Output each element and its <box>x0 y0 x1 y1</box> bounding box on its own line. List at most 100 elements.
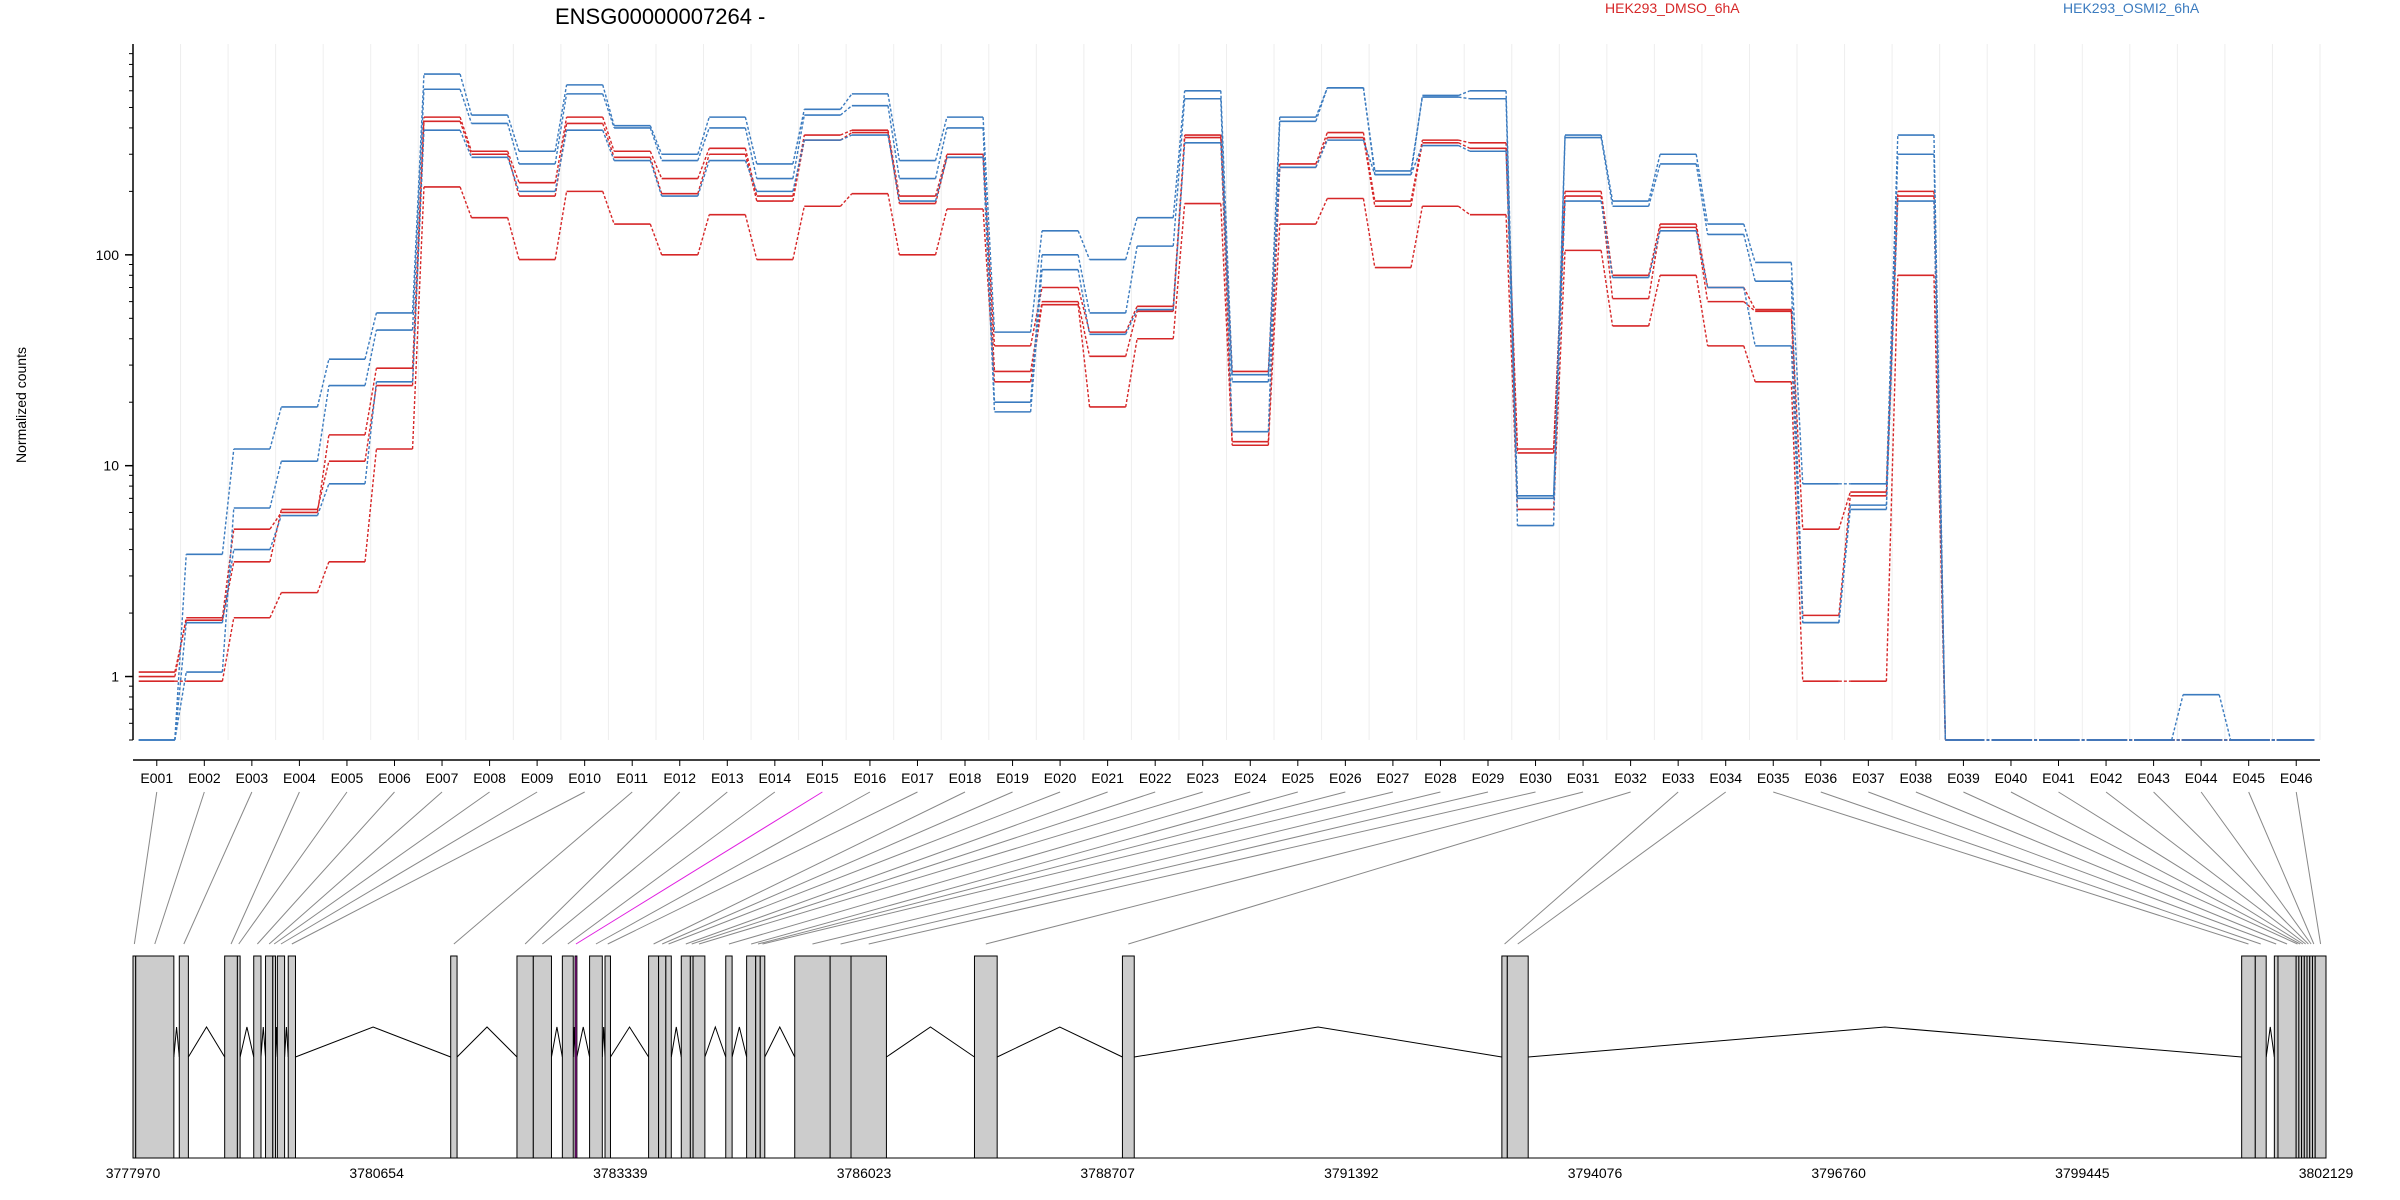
series-transition <box>1410 206 1424 268</box>
series-transition <box>792 206 805 260</box>
series-transition <box>934 208 948 256</box>
exon-box <box>973 955 998 1159</box>
exon-connector <box>1128 791 1631 945</box>
exon-connector <box>1517 791 1727 945</box>
exon-box <box>516 955 534 1159</box>
series-transition <box>554 93 568 165</box>
series-transition <box>506 151 520 183</box>
series-transition <box>1838 495 1851 616</box>
x-tick-label: E002 <box>188 770 221 786</box>
series-transition <box>1077 269 1091 335</box>
y-tick-label: 1 <box>111 669 119 685</box>
series-transition <box>1505 90 1519 499</box>
series-transition <box>1648 230 1661 278</box>
exon-box <box>224 955 238 1159</box>
series-transition <box>1458 139 1471 144</box>
exon-box <box>759 955 766 1159</box>
series-transition <box>1029 269 1043 412</box>
intron-line <box>456 1026 518 1058</box>
x-tick-label: E044 <box>2185 770 2218 786</box>
exon-connector <box>542 791 728 945</box>
exon-box <box>1501 955 1508 1159</box>
axis-ticks: 1 10 100 E001 E002 E003 E004 E005 E006 E007 E008 E0… <box>96 53 2313 786</box>
series-transition <box>649 223 663 256</box>
series-transition <box>1743 345 1756 382</box>
series-transition <box>411 130 425 382</box>
series-transition <box>221 617 235 682</box>
series-transition <box>269 515 282 550</box>
series-transition <box>1410 145 1424 175</box>
intron-line <box>996 1026 1123 1058</box>
x-tick-label: E032 <box>1614 770 1647 786</box>
series-transition <box>554 130 568 192</box>
series-transition <box>934 116 948 161</box>
exon-box <box>2314 955 2327 1159</box>
series-transition <box>1458 205 1471 216</box>
series-transition <box>839 193 853 207</box>
x-tick-label: E040 <box>1995 770 2028 786</box>
series-transition <box>411 186 425 450</box>
x-tick-label: E035 <box>1757 770 1790 786</box>
x-tick-label: E046 <box>2280 770 2313 786</box>
series-transition <box>840 105 853 116</box>
series-transition <box>316 461 330 510</box>
exon-connector <box>291 791 585 945</box>
series-transition <box>1267 167 1281 382</box>
series-transition <box>506 114 520 152</box>
series-transition <box>316 385 330 462</box>
series-transition <box>1029 230 1043 333</box>
series-transition <box>459 186 473 218</box>
series-transition <box>1458 90 1471 97</box>
legend-osmi-label: HEK293_OSMI2_6hA <box>2063 0 2200 16</box>
series-transition <box>1647 227 1661 299</box>
series-transition <box>744 148 758 197</box>
series-transition <box>554 116 568 183</box>
x-tick-label: E029 <box>1472 770 1505 786</box>
series-transition <box>744 154 758 202</box>
x-tick-label: E005 <box>331 770 364 786</box>
series-transition <box>602 116 615 152</box>
series-transition <box>602 84 615 126</box>
series-transition <box>364 448 378 562</box>
exon-box <box>253 955 262 1159</box>
series-transition <box>840 129 853 136</box>
series-transition <box>1029 304 1043 382</box>
exon-box <box>658 955 667 1159</box>
series-transition <box>1695 154 1709 225</box>
exon-connectors <box>133 791 2322 945</box>
series-transition <box>221 549 235 623</box>
exon-connector <box>280 791 538 945</box>
series-transition <box>459 89 473 124</box>
grid-lines <box>132 44 2321 740</box>
series-transition <box>1648 154 1661 202</box>
series-transition <box>459 116 473 152</box>
exon-box <box>725 955 733 1159</box>
series-transition <box>602 123 615 158</box>
series-transition <box>602 93 615 129</box>
series-transition <box>364 312 378 360</box>
series-transition <box>1743 301 1756 312</box>
series-transition <box>1695 275 1709 346</box>
exon-box <box>829 955 852 1159</box>
series-transition <box>1743 287 1756 310</box>
x-tick-label: E031 <box>1567 770 1600 786</box>
series-transition <box>554 191 568 260</box>
series-transition <box>1125 338 1138 408</box>
exon-connector <box>1915 791 2288 945</box>
genomic-tick-label: 3783339 <box>593 1165 648 1181</box>
series-transition <box>1458 96 1471 100</box>
exon-box <box>2241 955 2256 1159</box>
exon-connector <box>728 791 1251 945</box>
series-transition <box>1077 304 1091 407</box>
legend-dmso-label: HEK293_DMSO_6hA <box>1605 0 1740 16</box>
exon-connector <box>268 791 443 945</box>
series-transition <box>1362 137 1376 207</box>
series-transition <box>1552 196 1566 453</box>
exon-box <box>665 955 672 1159</box>
exon-box <box>287 955 296 1159</box>
exon-connector <box>2010 791 2301 945</box>
exon-connector <box>668 791 1061 945</box>
x-tick-label: E008 <box>473 770 506 786</box>
series-transition <box>1267 223 1281 446</box>
series-transition <box>982 127 996 403</box>
